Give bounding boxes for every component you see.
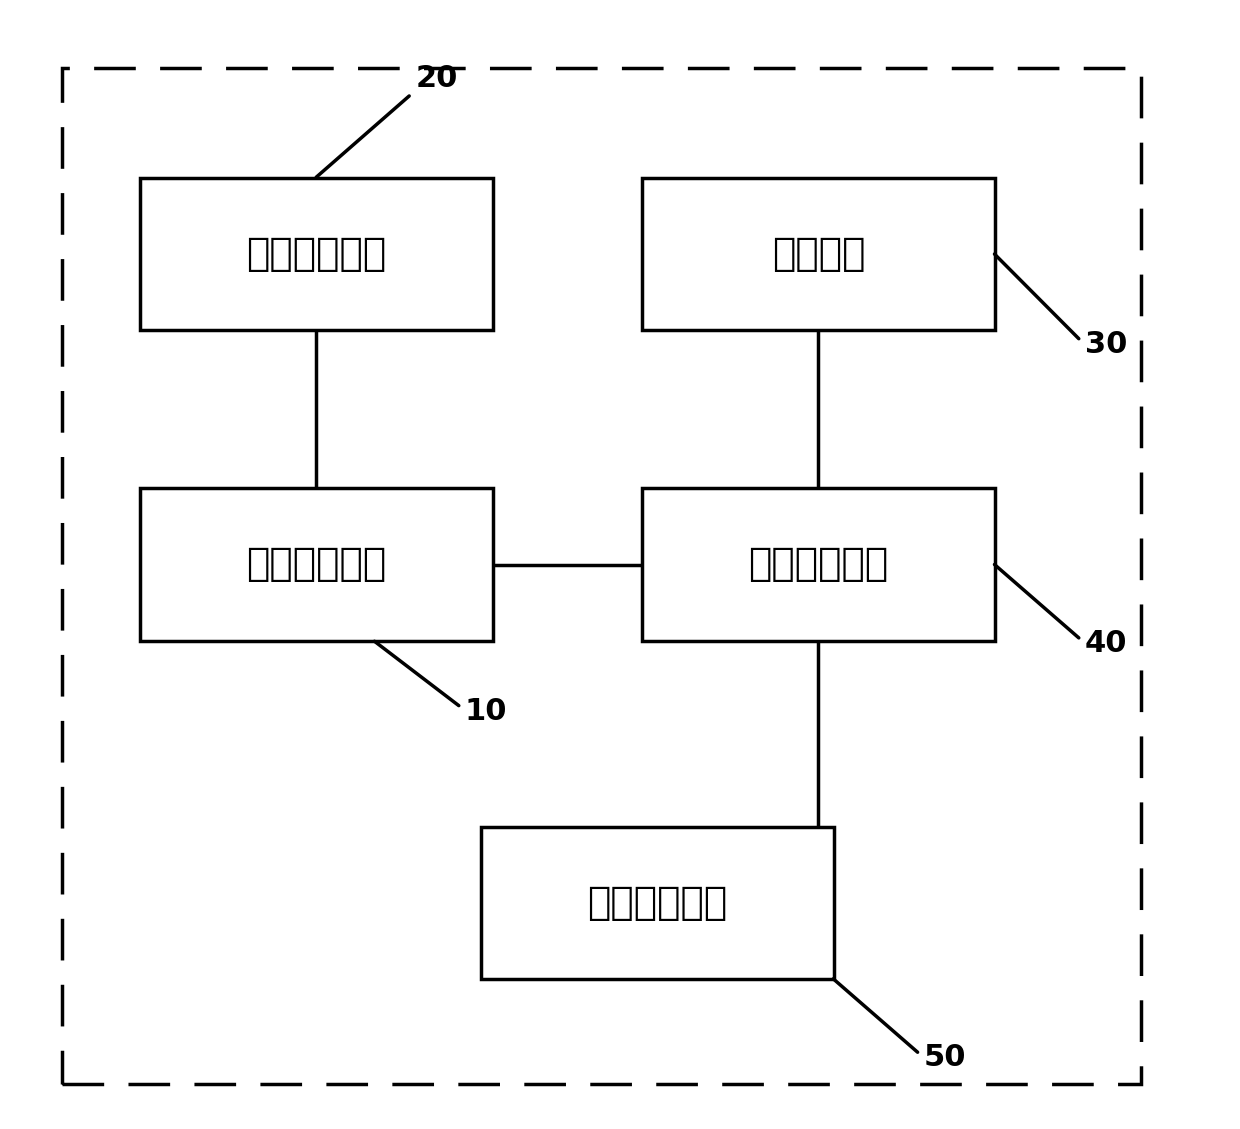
Bar — [642, 177, 994, 330]
Bar — [140, 177, 492, 330]
Text: 第一控制单元: 第一控制单元 — [246, 235, 387, 273]
Text: 第二控制单元: 第二控制单元 — [587, 884, 728, 922]
Text: 检测单元: 检测单元 — [771, 235, 866, 273]
Bar — [642, 488, 994, 640]
Bar — [140, 488, 492, 640]
Bar — [62, 68, 1141, 1084]
Bar — [481, 826, 835, 979]
Text: 20: 20 — [415, 63, 458, 93]
Text: 30: 30 — [1085, 330, 1127, 359]
Text: 第二处理单元: 第二处理单元 — [748, 545, 889, 584]
Text: 50: 50 — [924, 1043, 966, 1073]
Text: 第一处理单元: 第一处理单元 — [246, 545, 387, 584]
Text: 40: 40 — [1085, 629, 1127, 658]
Text: 10: 10 — [465, 697, 507, 726]
